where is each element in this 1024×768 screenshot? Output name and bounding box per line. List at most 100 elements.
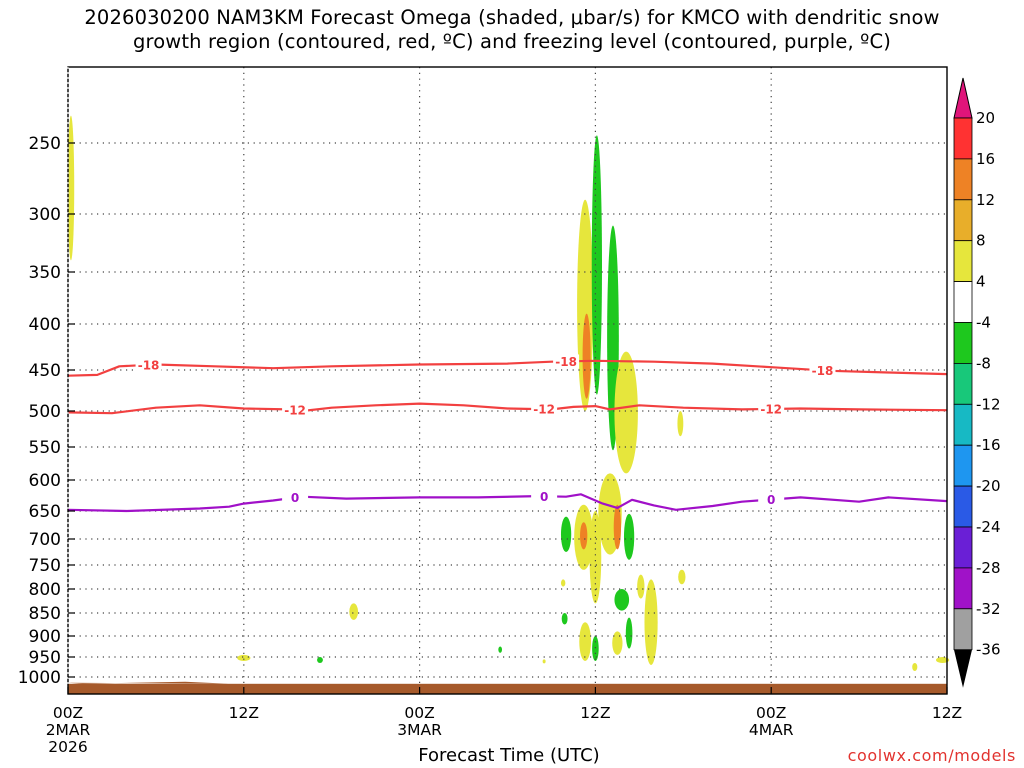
colorbar-tick-label: 16 <box>976 150 995 168</box>
contour-label: -12 <box>760 402 782 416</box>
contour-label: -12 <box>533 403 555 417</box>
x-tick-label: 12Z <box>932 704 962 722</box>
colorbar-band <box>953 322 973 364</box>
contour-label: 0 <box>540 490 548 504</box>
x-tick-date: 4MAR <box>749 721 794 739</box>
x-tick-label: 12Z <box>580 704 610 722</box>
contour-label: 0 <box>767 493 775 507</box>
colorbar-tick-label: -12 <box>976 395 1001 413</box>
x-tick-label: 00Z <box>756 704 786 722</box>
omega-region-6 <box>677 411 684 437</box>
colorbar-tick-label: -16 <box>976 436 1001 454</box>
colorbar-band <box>953 158 973 201</box>
contour-label-bg <box>758 492 785 507</box>
contour-label-bg <box>282 403 309 418</box>
omega-region-22 <box>678 569 686 585</box>
credit-link[interactable]: coolwx.com/models <box>847 746 1016 765</box>
colorbar-tick-label: 12 <box>976 191 995 209</box>
contour-line-2 <box>67 493 948 513</box>
y-tick-label-800: 800 <box>29 580 61 600</box>
colorbar-band <box>953 281 973 323</box>
colorbar-tick-label: 8 <box>976 232 986 250</box>
colorbar-tick-label: -24 <box>976 518 1001 536</box>
contour-label-bg <box>809 363 836 378</box>
x-tick-label: 00Z <box>404 704 434 722</box>
y-tick-label-250: 250 <box>29 134 61 154</box>
colorbar-tick-label: -36 <box>976 641 1001 659</box>
colorbar-tick-label: 4 <box>976 273 986 291</box>
omega-region-8 <box>613 504 622 550</box>
y-tick-label-600: 600 <box>29 471 61 491</box>
colorbar-tick-label: -32 <box>976 600 1001 618</box>
title-line-2: growth region (contoured, red, ºC) and f… <box>132 30 892 53</box>
omega-region-20 <box>644 579 658 665</box>
plot-frame <box>67 66 948 695</box>
contour-line-1 <box>67 402 948 415</box>
omega-region-29 <box>912 663 918 671</box>
omega-region-30 <box>936 657 950 663</box>
colorbar-band <box>953 608 973 651</box>
omega-region-18 <box>612 631 623 655</box>
y-tick-label-450: 450 <box>29 361 61 381</box>
omega-region-13 <box>623 513 635 560</box>
y-tick-label-850: 850 <box>29 604 61 624</box>
omega-region-23 <box>560 579 566 587</box>
terrain-strip <box>68 683 947 694</box>
colorbar-band <box>953 444 973 487</box>
y-tick-label-500: 500 <box>29 402 61 422</box>
colorbar-band <box>953 403 973 446</box>
x-tick-label: 12Z <box>229 704 259 722</box>
contour-label-bg <box>758 401 785 416</box>
colorbar-tick-label: -28 <box>976 559 1001 577</box>
omega-region-28 <box>542 659 546 664</box>
colorbar-band <box>953 199 973 242</box>
omega-region-14 <box>614 589 630 611</box>
colorbar-band <box>953 485 973 528</box>
omega-region-16 <box>579 622 592 661</box>
x-tick-date: 2MAR <box>46 721 91 739</box>
x-axis-label: Forecast Time (UTC) <box>418 745 600 766</box>
colorbar-band <box>953 526 973 569</box>
colorbar-tick-label: -20 <box>976 477 1001 495</box>
x-tick-label: 00Z <box>53 704 83 722</box>
contour-label-bg <box>531 402 558 417</box>
colorbar-band <box>953 362 973 405</box>
omega-region-0 <box>67 115 75 261</box>
colorbar-band <box>953 567 973 610</box>
colorbar-band <box>953 240 973 282</box>
omega-region-10 <box>580 522 588 550</box>
colorbar-bottom-arrow <box>954 649 972 688</box>
contour-label-bg <box>135 357 162 372</box>
x-tick-year: 2026 <box>48 738 87 756</box>
contour-label: -18 <box>812 364 834 378</box>
colorbar-tick-label: 20 <box>976 109 995 127</box>
omega-region-19 <box>625 617 633 649</box>
omega-region-11 <box>589 511 602 604</box>
title-line-1: 2026030200 NAM3KM Forecast Omega (shaded… <box>84 6 940 29</box>
y-tick-label-550: 550 <box>29 438 61 458</box>
terrain-bump <box>68 681 230 684</box>
omega-region-2 <box>582 313 591 399</box>
y-tick-label-400: 400 <box>29 315 61 335</box>
omega-region-3 <box>591 135 602 395</box>
contour-label: -18 <box>138 358 160 372</box>
x-tick-date: 3MAR <box>397 721 442 739</box>
omega-region-24 <box>349 603 359 620</box>
chart-title: 2026030200 NAM3KM Forecast Omega (shaded… <box>0 6 1024 54</box>
contour-label-bg <box>282 490 309 505</box>
y-tick-label-750: 750 <box>29 556 61 576</box>
y-tick-label-650: 650 <box>29 502 61 522</box>
omega-region-12 <box>560 516 572 552</box>
y-tick-label-950: 950 <box>29 648 61 668</box>
colorbar-tick-label: -4 <box>976 314 991 332</box>
y-tick-label-700: 700 <box>29 530 61 550</box>
contour-label-bg <box>531 489 558 504</box>
contour-label: -12 <box>284 404 306 418</box>
y-tick-label-900: 900 <box>29 627 61 647</box>
colorbar-band <box>953 117 973 160</box>
omega-region-25 <box>237 654 251 661</box>
omega-region-5 <box>614 351 638 474</box>
y-tick-label-350: 350 <box>29 263 61 283</box>
colorbar-top-arrow <box>953 77 973 119</box>
